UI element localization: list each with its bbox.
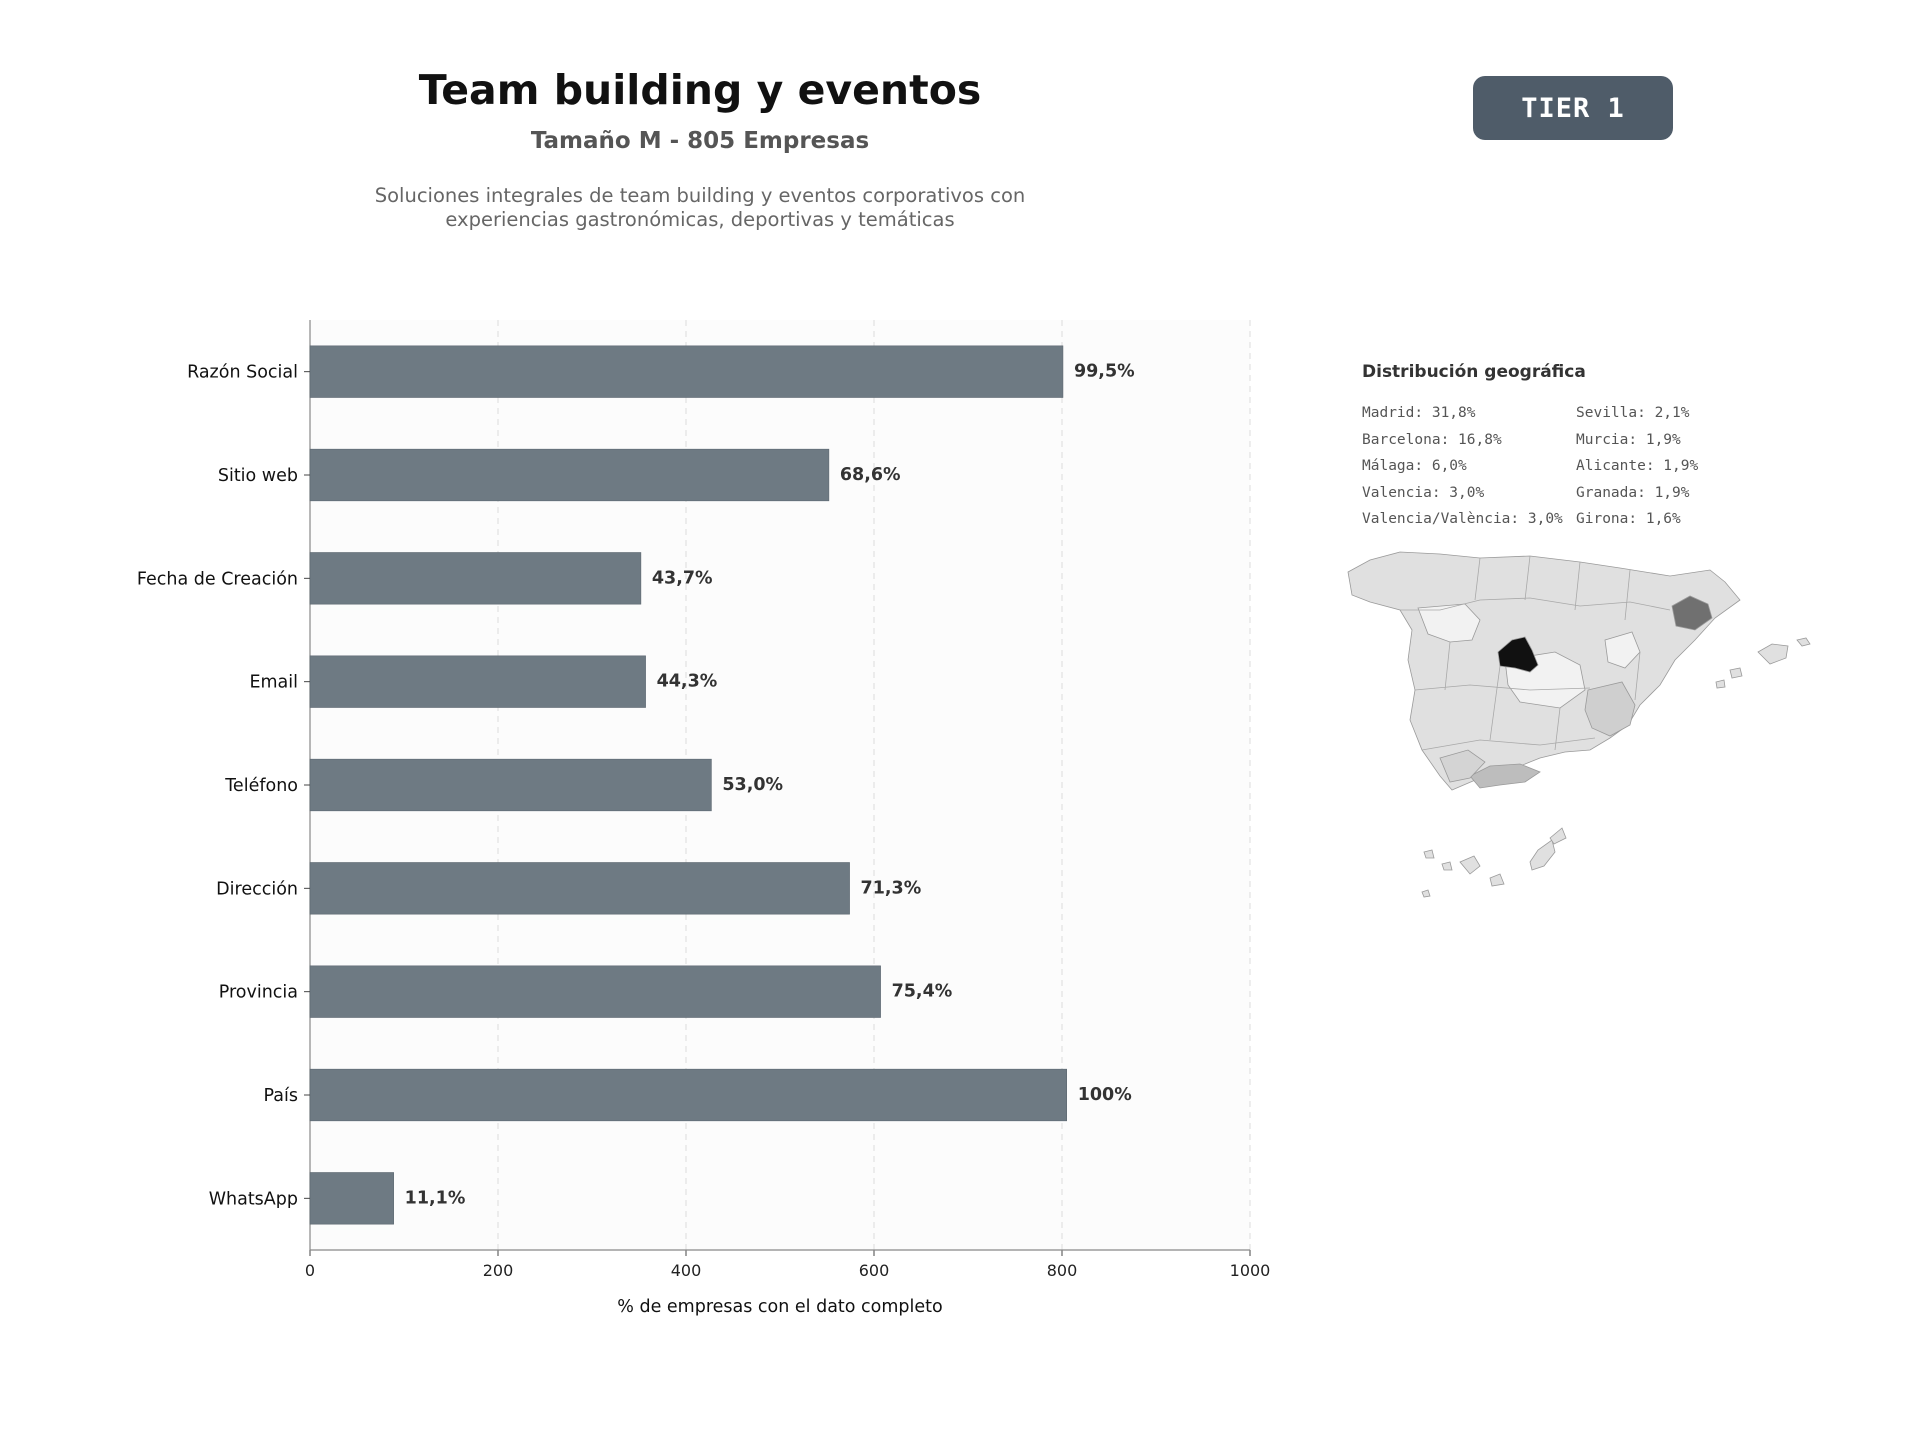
geo-item: Sevilla: 2,1% <box>1576 405 1690 421</box>
chart-title: Team building y eventos <box>418 66 982 114</box>
description: Soluciones integrales de team building y… <box>300 184 1100 232</box>
data-label: 44,3% <box>657 672 718 692</box>
data-label: 43,7% <box>652 568 713 588</box>
bar <box>309 965 881 1018</box>
data-label: 68,6% <box>840 465 901 485</box>
x-axis-title: % de empresas con el dato completo <box>617 1297 942 1317</box>
category-label: Sitio web <box>218 466 298 486</box>
description-line-2: experiencias gastronómicas, deportivas y… <box>445 208 955 231</box>
map-canaries <box>1459 855 1481 875</box>
map-balearics <box>1729 667 1743 679</box>
bar <box>309 862 850 915</box>
map-region-sevilla <box>1439 749 1486 783</box>
geo-item: Valencia/València: 3,0% <box>1362 511 1563 527</box>
x-tick-label: 1000 <box>1230 1261 1271 1280</box>
tier-badge: TIER 1 <box>1473 76 1673 140</box>
map-canaries <box>1421 889 1431 898</box>
map-canaries <box>1489 873 1505 887</box>
data-label: 11,1% <box>405 1188 466 1208</box>
bar <box>309 448 830 502</box>
map-region-light <box>1604 631 1641 669</box>
category-label: Dirección <box>216 879 298 899</box>
data-label: 75,4% <box>892 982 953 1002</box>
geo-item: Granada: 1,9% <box>1576 484 1690 501</box>
data-label: 100% <box>1078 1085 1132 1105</box>
x-tick-label: 200 <box>483 1261 514 1280</box>
map-borders <box>1400 555 1671 751</box>
x-tick-label: 600 <box>859 1261 890 1280</box>
chart-subtitle: Tamaño M - 805 Empresas <box>530 128 870 154</box>
geo-item: Madrid: 31,8% <box>1362 405 1476 421</box>
x-tick-label: 400 <box>671 1261 702 1280</box>
category-label: WhatsApp <box>209 1189 298 1209</box>
bar <box>309 552 642 605</box>
geo-item: Valencia: 3,0% <box>1362 484 1485 501</box>
category-label: Provincia <box>219 983 298 1003</box>
bar <box>309 1068 1068 1122</box>
bar <box>309 758 712 812</box>
map-canaries <box>1423 849 1435 859</box>
geo-item: Barcelona: 16,8% <box>1362 431 1502 448</box>
geo-item: Málaga: 6,0% <box>1362 458 1467 474</box>
geo-item: Murcia: 1,9% <box>1576 431 1681 448</box>
data-label: 99,5% <box>1074 362 1135 382</box>
geo-item: Alicante: 1,9% <box>1576 458 1699 474</box>
category-label: Fecha de Creación <box>137 569 298 589</box>
bar <box>309 655 646 708</box>
map-canaries <box>1441 861 1453 871</box>
bar <box>309 345 1064 398</box>
map-canaries <box>1529 839 1556 871</box>
geo-title: Distribución geográfica <box>1362 362 1586 382</box>
map-region-malaga <box>1469 763 1541 789</box>
geo-item: Girona: 1,6% <box>1576 511 1681 527</box>
data-label: 71,3% <box>861 878 922 898</box>
map-balearics <box>1715 679 1726 689</box>
category-label: Teléfono <box>224 776 298 796</box>
geo-list-left: Madrid: 31,8% Barcelona: 16,8% Málaga: 6… <box>1362 400 1563 533</box>
category-label: Razón Social <box>187 363 298 383</box>
map-region-barcelona <box>1671 595 1713 631</box>
description-line-1: Soluciones integrales de team building y… <box>374 184 1026 207</box>
map-region-madrid <box>1497 636 1539 673</box>
geo-list-right: Sevilla: 2,1% Murcia: 1,9% Alicante: 1,9… <box>1576 400 1698 533</box>
x-tick-label: 0 <box>305 1261 315 1280</box>
map-canaries <box>1549 827 1567 845</box>
map-region-valencia <box>1584 681 1636 737</box>
category-label: País <box>264 1086 298 1106</box>
spain-map <box>1347 551 1811 898</box>
map-balearics <box>1757 643 1789 665</box>
x-tick-label: 800 <box>1047 1261 1078 1280</box>
data-label: 53,0% <box>722 775 783 795</box>
bar <box>309 1172 394 1225</box>
map-balearics <box>1796 637 1811 647</box>
category-label: Email <box>249 673 298 693</box>
